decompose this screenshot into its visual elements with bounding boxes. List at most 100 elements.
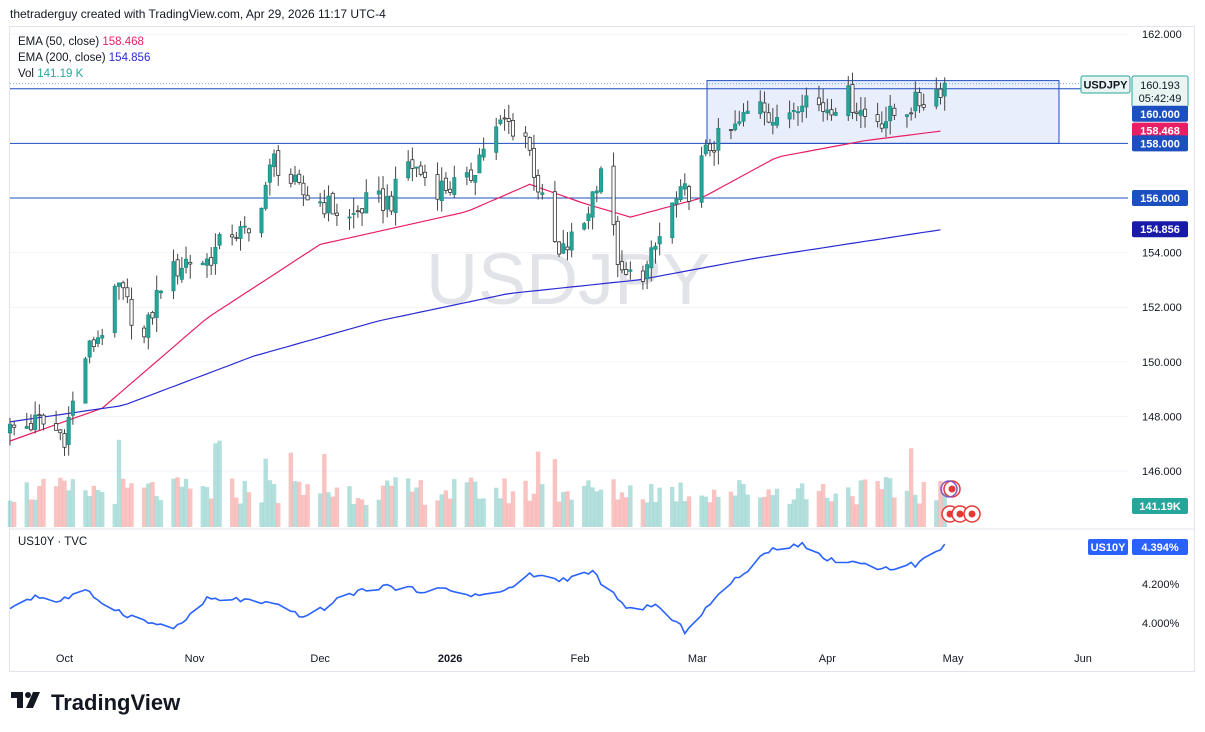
volume-bar bbox=[418, 480, 423, 527]
volume-bar bbox=[141, 487, 147, 527]
symbol-tag-bg bbox=[1080, 75, 1131, 94]
candle-up bbox=[800, 105, 805, 113]
candle-up bbox=[582, 223, 587, 230]
volume-bar bbox=[875, 481, 880, 527]
level-158-tag-bg bbox=[1132, 135, 1188, 152]
volume-bar bbox=[464, 482, 470, 527]
volume-bar bbox=[494, 487, 499, 527]
tradingview-logo[interactable]: TradingView bbox=[11, 690, 180, 716]
candle-down bbox=[619, 261, 624, 271]
last-price-value: 160.193 bbox=[1140, 80, 1180, 92]
candle-down bbox=[850, 84, 855, 113]
volume-bar bbox=[188, 488, 193, 527]
event-icon-outline[interactable] bbox=[940, 480, 958, 498]
candle-up bbox=[674, 198, 679, 205]
volume-bar bbox=[259, 502, 264, 527]
volume-bar bbox=[351, 503, 356, 527]
candle-up bbox=[858, 110, 863, 116]
volume-bar bbox=[405, 478, 411, 527]
candle-down bbox=[448, 188, 453, 193]
candle-up bbox=[414, 166, 419, 169]
candle-down bbox=[121, 282, 126, 289]
time-tick-label: Jun bbox=[1074, 653, 1092, 665]
volume-bar bbox=[179, 486, 185, 527]
candle-up bbox=[741, 112, 746, 122]
us10y-value-tag: 4.394% bbox=[1141, 542, 1179, 554]
volume-bar bbox=[359, 499, 365, 527]
volume-tag-bg bbox=[1132, 498, 1188, 514]
candle-down bbox=[28, 423, 33, 431]
volume-bar bbox=[716, 496, 721, 527]
volume-bar bbox=[820, 484, 826, 527]
candles bbox=[7, 72, 947, 456]
candle-up bbox=[154, 290, 159, 318]
volume-bar bbox=[594, 491, 599, 527]
candle-up bbox=[112, 285, 117, 333]
volume-tag: 141.19K bbox=[1139, 501, 1181, 513]
level-156-tag: 156.000 bbox=[1140, 193, 1180, 205]
candle-up bbox=[888, 105, 893, 122]
us10y-legend[interactable]: US10Y · TVC bbox=[18, 536, 88, 548]
event-icon-dot bbox=[948, 485, 956, 493]
volume-bar bbox=[410, 491, 415, 527]
legend-ema50[interactable]: EMA (50, close) 158.468 bbox=[18, 34, 150, 50]
legend-ema200[interactable]: EMA (200, close) 154.856 bbox=[18, 50, 150, 66]
candle-up bbox=[452, 177, 457, 195]
volume-bar bbox=[498, 498, 503, 527]
volume-bar bbox=[531, 493, 537, 527]
volume-bar bbox=[758, 497, 763, 527]
candle-down bbox=[12, 424, 17, 428]
candle-up bbox=[884, 121, 889, 129]
time-tick-label: 2026 bbox=[438, 653, 462, 665]
level-160-tag-bg bbox=[1132, 105, 1188, 122]
volume-bar bbox=[879, 489, 885, 527]
candle-down bbox=[142, 327, 147, 338]
volume-bar bbox=[619, 492, 625, 527]
volume-bar bbox=[703, 496, 708, 527]
candle-down bbox=[624, 269, 629, 275]
volume-bar bbox=[183, 478, 189, 527]
volume-bar bbox=[443, 490, 449, 527]
candle-down bbox=[728, 129, 733, 132]
candle-down bbox=[129, 299, 134, 326]
candle-up bbox=[376, 190, 381, 195]
candle-down bbox=[565, 246, 570, 251]
legend-vol[interactable]: Vol 141.19 K bbox=[18, 66, 150, 82]
volume-bar bbox=[565, 491, 570, 527]
us10y-line bbox=[9, 541, 946, 636]
candle-up bbox=[481, 148, 486, 158]
candle-up bbox=[682, 183, 687, 190]
volume-bar bbox=[477, 498, 482, 527]
candle-up bbox=[804, 95, 809, 108]
candle-down bbox=[707, 143, 712, 152]
volume-bar bbox=[393, 477, 398, 527]
candle-up bbox=[649, 247, 654, 269]
candle-up bbox=[787, 112, 792, 120]
candle-up bbox=[645, 264, 650, 280]
volume-bar bbox=[58, 477, 63, 527]
volume-bar bbox=[246, 492, 252, 527]
volume-bar bbox=[670, 486, 675, 527]
candle-up bbox=[561, 243, 566, 254]
volume-bar bbox=[598, 489, 604, 527]
candle-down bbox=[288, 173, 293, 184]
volume-bar bbox=[737, 480, 742, 527]
volume-bar bbox=[414, 487, 419, 527]
candle-down bbox=[921, 104, 926, 108]
volume-bar bbox=[561, 492, 566, 527]
price-tick-label: 148.000 bbox=[1142, 411, 1182, 423]
ema200-line bbox=[9, 229, 941, 423]
volume-bar bbox=[7, 500, 13, 527]
volume-bar bbox=[32, 499, 38, 527]
event-icons bbox=[940, 480, 981, 523]
volume-bar bbox=[376, 499, 382, 527]
candle-up bbox=[498, 119, 503, 125]
candle-down bbox=[766, 112, 771, 123]
volume-bar bbox=[129, 483, 134, 527]
candle-down bbox=[54, 423, 59, 431]
candle-up bbox=[942, 82, 947, 97]
legend-ema200-value: 154.856 bbox=[108, 52, 151, 64]
candle-down bbox=[469, 169, 474, 181]
candle-down bbox=[502, 117, 507, 120]
